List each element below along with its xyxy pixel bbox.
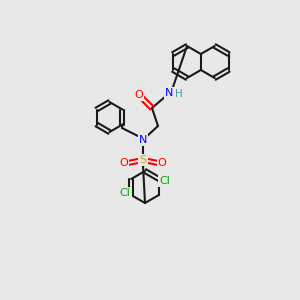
- Text: O: O: [158, 158, 166, 168]
- Text: Cl: Cl: [120, 188, 130, 198]
- Text: Cl: Cl: [159, 176, 170, 186]
- Text: O: O: [120, 158, 128, 168]
- Text: H: H: [175, 89, 183, 99]
- Text: S: S: [140, 155, 147, 165]
- Text: O: O: [135, 90, 143, 100]
- Text: N: N: [139, 135, 147, 145]
- Text: N: N: [165, 88, 173, 98]
